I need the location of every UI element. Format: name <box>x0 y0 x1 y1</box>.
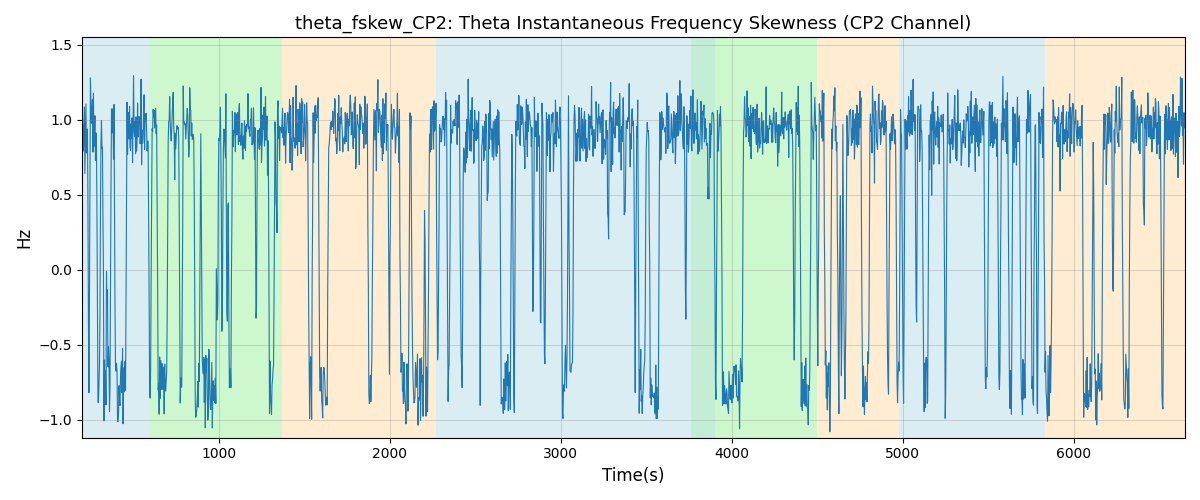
Bar <box>1045 38 1186 438</box>
Bar <box>715 38 817 438</box>
Bar <box>436 38 691 438</box>
Bar <box>691 38 715 438</box>
Bar <box>150 38 282 438</box>
Bar <box>282 38 436 438</box>
Bar <box>817 38 899 438</box>
Bar <box>899 38 1045 438</box>
Bar <box>691 38 715 438</box>
X-axis label: Time(s): Time(s) <box>602 467 665 485</box>
Title: theta_fskew_CP2: Theta Instantaneous Frequency Skewness (CP2 Channel): theta_fskew_CP2: Theta Instantaneous Fre… <box>295 15 972 34</box>
Bar <box>82 38 150 438</box>
Y-axis label: Hz: Hz <box>14 227 32 248</box>
